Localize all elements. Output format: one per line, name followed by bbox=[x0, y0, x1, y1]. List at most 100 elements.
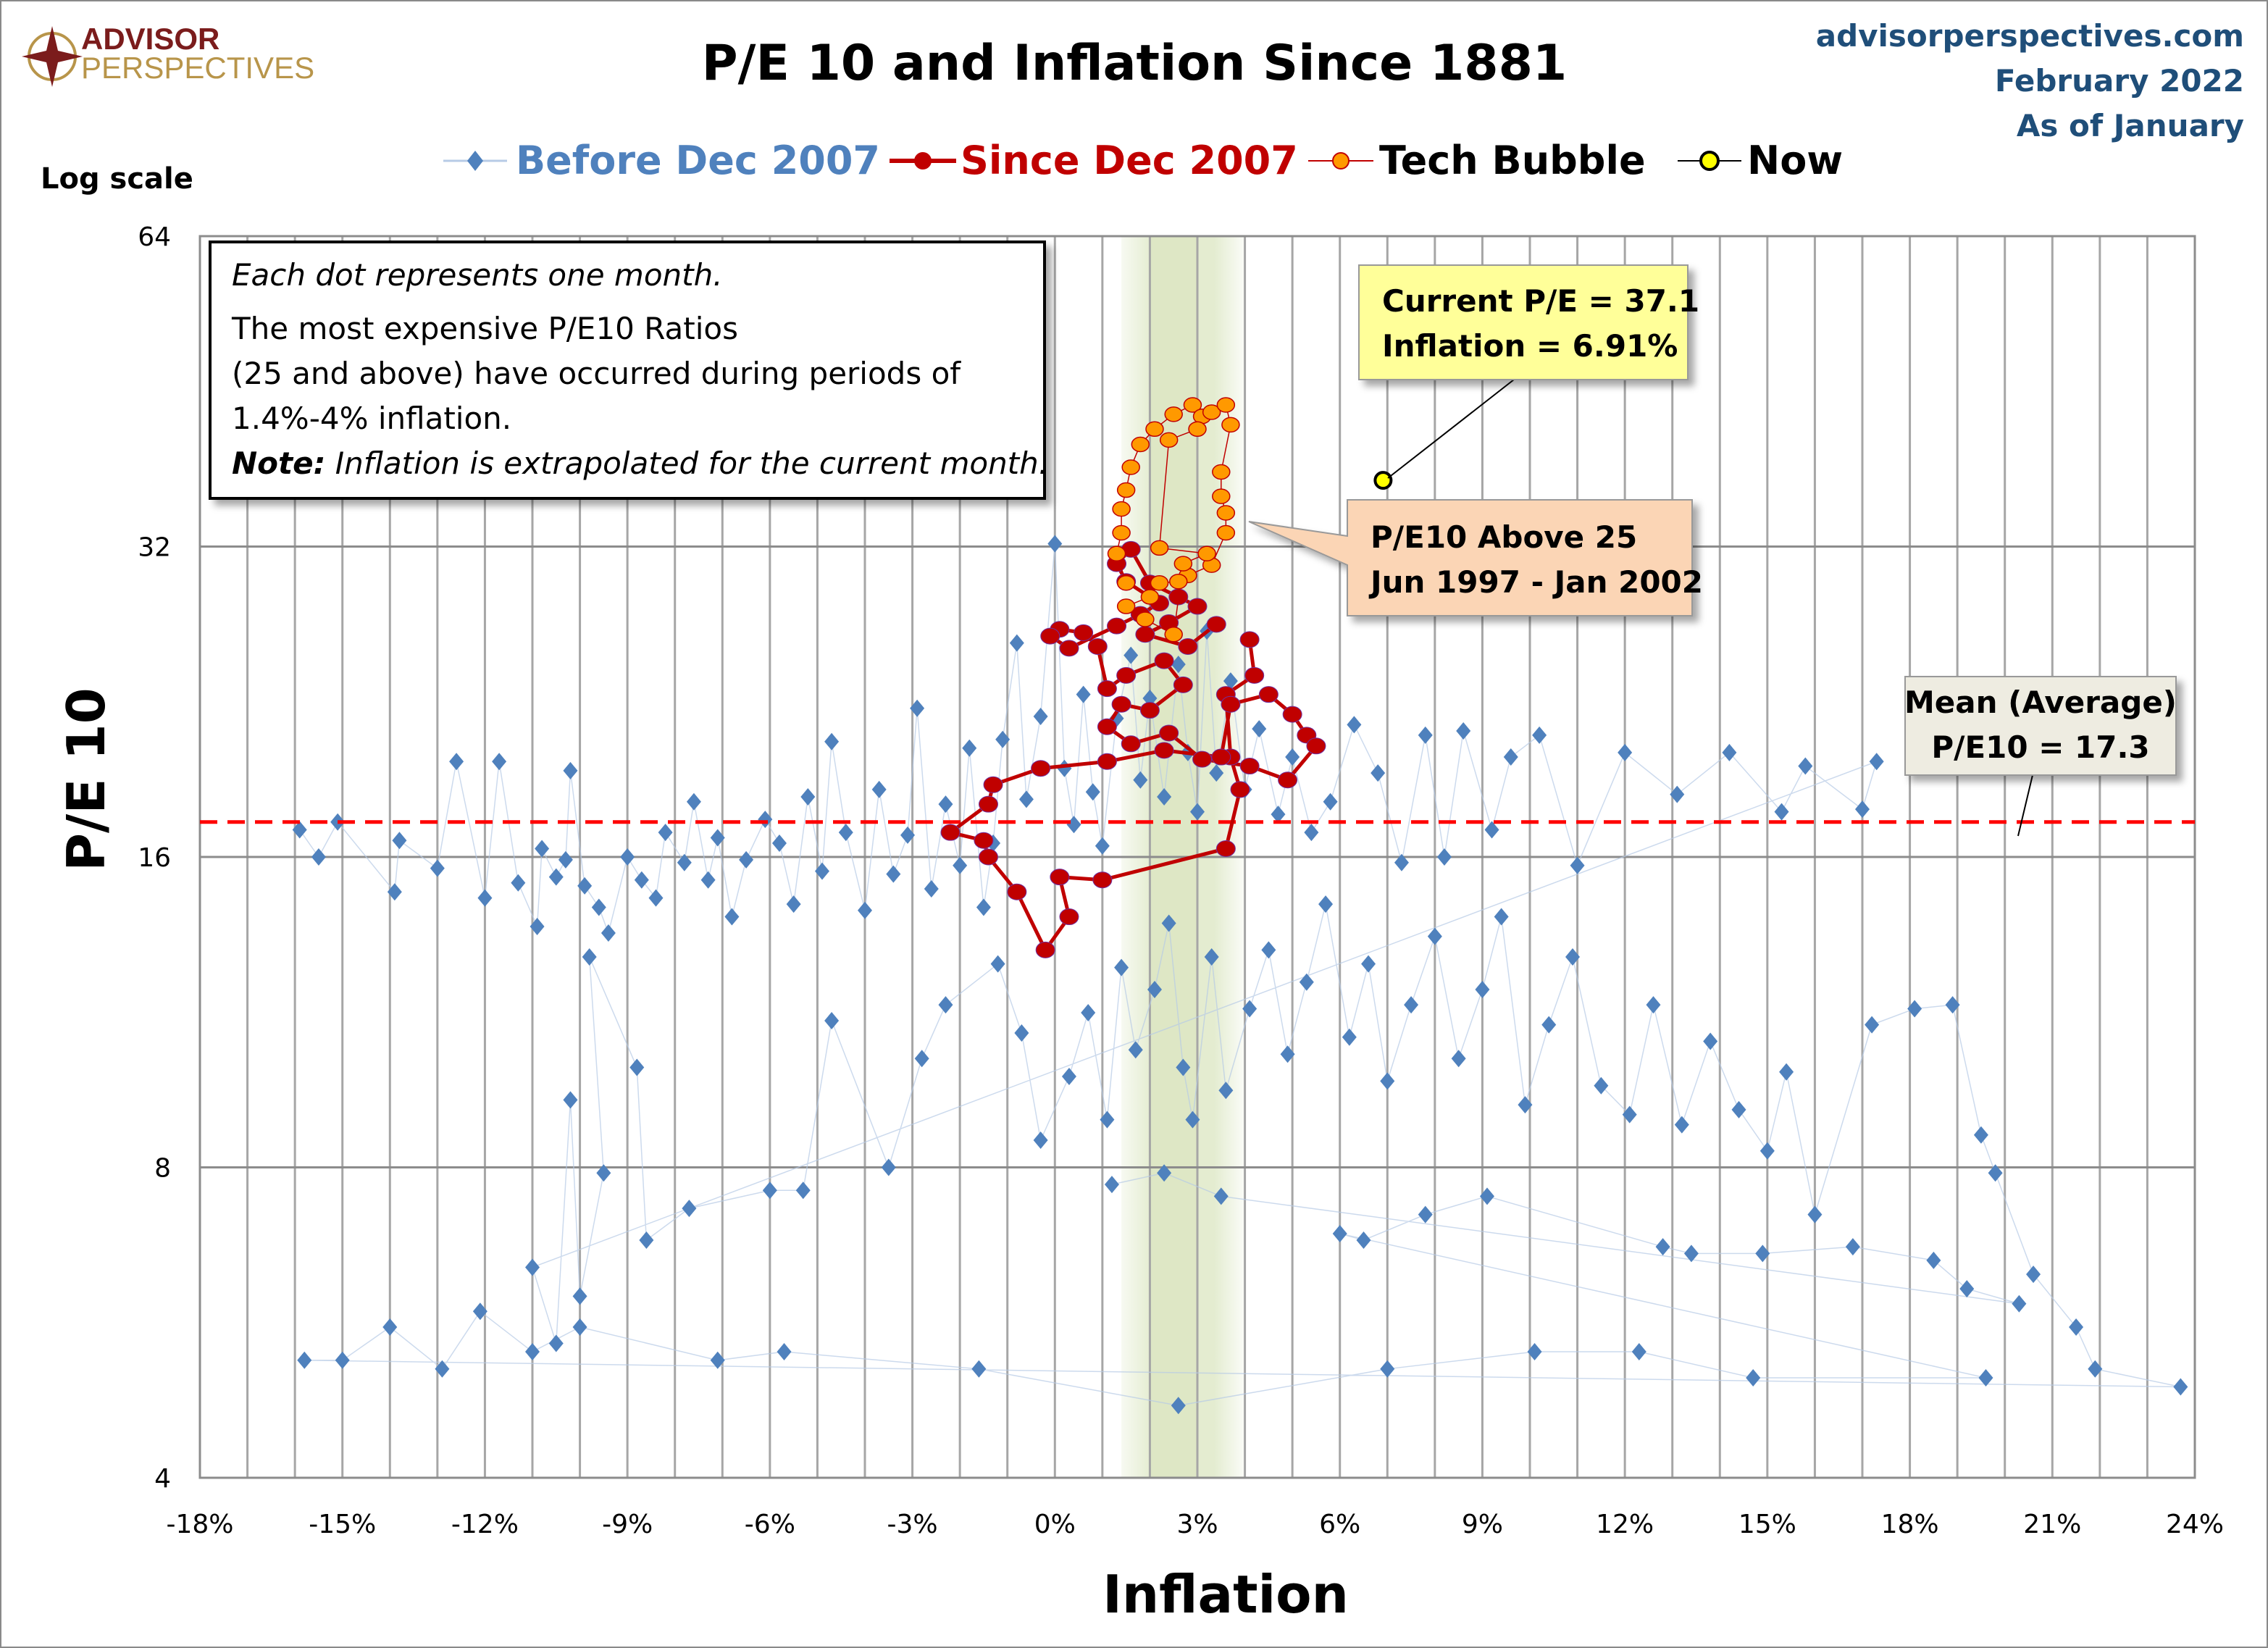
before-point bbox=[1855, 800, 1870, 819]
since-point bbox=[940, 824, 961, 841]
before-point bbox=[1133, 771, 1148, 789]
before-point bbox=[1100, 1110, 1115, 1129]
legend-before: Before Dec 2007 bbox=[516, 138, 880, 183]
before-point bbox=[572, 1287, 587, 1305]
before-point bbox=[1618, 743, 1633, 761]
before-point bbox=[1988, 1164, 2003, 1182]
tech-point bbox=[1216, 505, 1236, 521]
y-tick-label: 16 bbox=[138, 843, 171, 873]
before-point bbox=[1451, 1050, 1466, 1068]
before-point bbox=[1479, 1187, 1494, 1205]
tech-point bbox=[1164, 406, 1183, 422]
tech-point bbox=[1173, 556, 1193, 572]
before-point bbox=[1356, 1231, 1371, 1249]
before-point bbox=[1779, 1063, 1794, 1081]
since-point bbox=[1031, 760, 1051, 777]
mean-callout: Mean (Average) P/E10 = 17.3 bbox=[1904, 676, 2177, 837]
before-point bbox=[1865, 1016, 1880, 1034]
before-point bbox=[1527, 1343, 1542, 1361]
since-point bbox=[1087, 637, 1108, 655]
info-box: Each dot represents one month. The most … bbox=[209, 240, 1048, 500]
before-point bbox=[1209, 764, 1224, 782]
before-point bbox=[472, 1302, 488, 1321]
before-point bbox=[1565, 948, 1581, 966]
before-point bbox=[1456, 722, 1471, 740]
before-point bbox=[1204, 948, 1219, 966]
since-point bbox=[1074, 624, 1094, 641]
before-point bbox=[1380, 1360, 1395, 1378]
before-point bbox=[1926, 1251, 1941, 1269]
before-point bbox=[1261, 941, 1276, 959]
tech-point bbox=[1216, 397, 1236, 413]
before-point bbox=[335, 1351, 350, 1369]
tech-point bbox=[1121, 459, 1140, 475]
info-line1: Each dot represents one month. bbox=[232, 257, 723, 293]
legend: Before Dec 2007 Since Dec 2007 Tech Bubb… bbox=[443, 138, 1843, 183]
logo-line2: PERSPECTIVES bbox=[81, 51, 314, 85]
info-note: Note: Inflation is extrapolated for the … bbox=[232, 446, 1048, 481]
since-point bbox=[1154, 742, 1174, 759]
tech-point bbox=[1183, 397, 1202, 413]
x-tick-label: 9% bbox=[1462, 1510, 1503, 1539]
before-point bbox=[535, 840, 550, 858]
current-pe-callout: Current P/E = 37.1 Inflation = 6.91% bbox=[1358, 264, 1699, 479]
before-point bbox=[1380, 1072, 1395, 1090]
before-point bbox=[1147, 981, 1162, 999]
legend-since: Since Dec 2007 bbox=[961, 138, 1298, 183]
as-of-label: As of January bbox=[2017, 108, 2244, 143]
tech-point bbox=[1112, 524, 1131, 541]
before-point bbox=[1033, 707, 1048, 725]
before-point bbox=[1503, 748, 1518, 766]
before-point bbox=[886, 865, 901, 883]
before-point bbox=[1731, 1100, 1746, 1118]
tech-point bbox=[1221, 417, 1240, 433]
before-point bbox=[777, 1343, 792, 1361]
since-point bbox=[1278, 771, 1298, 789]
since-point bbox=[1306, 737, 1326, 755]
before-point bbox=[2069, 1318, 2084, 1336]
before-point bbox=[686, 792, 701, 811]
before-point bbox=[1014, 1024, 1029, 1042]
since-point bbox=[1230, 781, 1250, 798]
before-point bbox=[1223, 672, 1238, 690]
tech-point bbox=[1202, 404, 1221, 420]
since-point bbox=[1215, 840, 1236, 858]
before-point bbox=[2173, 1378, 2188, 1396]
before-point bbox=[1978, 1369, 1993, 1387]
y-tick-labels: 4 8 16 32 64 bbox=[138, 222, 171, 1494]
before-point bbox=[639, 1231, 654, 1249]
since-point bbox=[1107, 617, 1127, 635]
since-point bbox=[978, 848, 998, 866]
before-point bbox=[1190, 803, 1205, 821]
before-point bbox=[548, 1334, 564, 1352]
before-point bbox=[795, 1181, 811, 1200]
before-point bbox=[1252, 720, 1267, 738]
since-point bbox=[1121, 735, 1141, 753]
before-point bbox=[1304, 824, 1319, 842]
before-point bbox=[1907, 1000, 1922, 1018]
since-point bbox=[1097, 680, 1117, 698]
before-point bbox=[1085, 783, 1100, 801]
before-point bbox=[1323, 792, 1338, 811]
tech-point bbox=[1169, 573, 1188, 590]
before-point bbox=[1047, 535, 1063, 553]
before-point bbox=[492, 753, 507, 771]
before-point bbox=[525, 1343, 540, 1361]
before-point bbox=[548, 868, 564, 886]
since-point bbox=[1035, 941, 1055, 958]
tech-point bbox=[1216, 524, 1236, 541]
tech-point bbox=[1136, 611, 1155, 627]
before-point bbox=[297, 1351, 312, 1369]
since-point bbox=[1159, 724, 1179, 742]
before-point bbox=[762, 1181, 777, 1200]
since-point bbox=[1258, 686, 1279, 703]
before-point bbox=[620, 848, 635, 866]
before-point bbox=[572, 1318, 587, 1336]
before-point bbox=[1157, 1164, 1172, 1182]
before-point bbox=[1427, 927, 1442, 945]
before-point bbox=[881, 1158, 896, 1176]
before-point bbox=[1475, 981, 1490, 999]
before-point bbox=[2026, 1266, 2041, 1284]
plot-border bbox=[198, 235, 2196, 1479]
before-point bbox=[962, 739, 977, 757]
